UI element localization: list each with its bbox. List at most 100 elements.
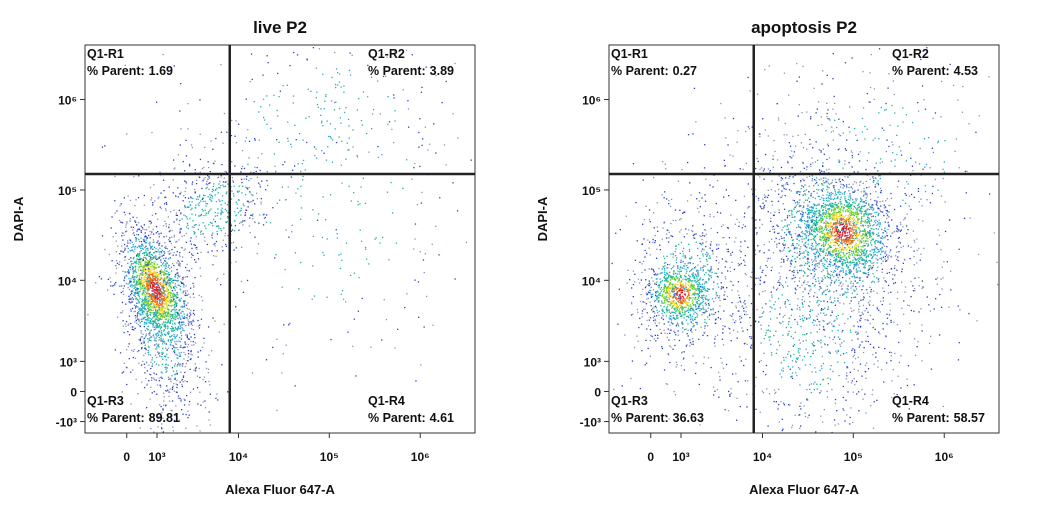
event-dot bbox=[668, 292, 670, 295]
event-dot bbox=[653, 300, 656, 303]
event-dot bbox=[613, 388, 615, 391]
event-dot bbox=[171, 386, 174, 389]
event-dot bbox=[177, 274, 179, 276]
event-dot bbox=[182, 329, 184, 331]
event-dot bbox=[144, 279, 146, 281]
event-dot bbox=[668, 339, 670, 341]
event-dot bbox=[165, 208, 167, 210]
event-dot bbox=[176, 354, 178, 356]
event-dot bbox=[371, 128, 373, 130]
event-dot bbox=[357, 200, 359, 203]
event-dot bbox=[248, 140, 251, 142]
event-dot bbox=[149, 373, 151, 375]
event-dot bbox=[165, 270, 167, 272]
event-dot bbox=[149, 266, 152, 268]
event-dot bbox=[414, 162, 416, 165]
event-dot bbox=[900, 229, 902, 231]
event-dot bbox=[119, 261, 121, 263]
event-dot bbox=[688, 298, 691, 300]
event-dot bbox=[670, 295, 672, 297]
event-dot bbox=[682, 283, 684, 286]
event-dot bbox=[147, 302, 149, 304]
event-dot bbox=[630, 377, 632, 380]
event-dot bbox=[356, 154, 358, 157]
event-dot bbox=[648, 247, 650, 249]
event-dot bbox=[186, 346, 189, 348]
y-tick-label: 10⁶ bbox=[58, 93, 77, 107]
event-dot bbox=[292, 95, 295, 97]
event-dot bbox=[158, 233, 160, 235]
event-dot bbox=[682, 323, 684, 325]
event-dot bbox=[153, 316, 155, 318]
event-dot bbox=[220, 64, 222, 66]
event-dot bbox=[150, 336, 152, 338]
event-dot bbox=[163, 307, 165, 309]
event-dot bbox=[133, 176, 135, 178]
event-dot bbox=[334, 51, 336, 54]
event-dot bbox=[192, 312, 195, 314]
event-dot bbox=[145, 239, 147, 241]
y-tick-label: 10⁵ bbox=[58, 184, 77, 198]
event-dot bbox=[151, 273, 153, 275]
event-dot bbox=[132, 290, 134, 292]
event-dot bbox=[841, 213, 843, 215]
event-dot bbox=[156, 275, 159, 277]
event-dot bbox=[174, 273, 177, 276]
event-dot bbox=[654, 322, 656, 324]
event-dot bbox=[678, 312, 680, 314]
event-dot bbox=[849, 199, 851, 201]
event-dot bbox=[679, 289, 682, 291]
event-dot bbox=[159, 324, 161, 326]
event-dot bbox=[195, 204, 197, 206]
event-dot bbox=[125, 231, 127, 233]
event-dot bbox=[144, 291, 147, 293]
event-dot bbox=[222, 250, 224, 252]
event-dot bbox=[640, 279, 642, 281]
event-dot bbox=[158, 276, 160, 278]
event-dot bbox=[685, 319, 688, 321]
event-dot bbox=[149, 243, 151, 245]
event-dot bbox=[205, 205, 207, 207]
event-dot bbox=[688, 290, 690, 292]
event-dot bbox=[172, 430, 174, 432]
event-dot bbox=[207, 178, 209, 180]
event-dot bbox=[163, 272, 165, 274]
event-dot bbox=[159, 272, 161, 274]
event-dot bbox=[166, 370, 168, 372]
event-dot bbox=[672, 286, 674, 289]
event-dot bbox=[186, 218, 189, 220]
event-dot bbox=[848, 213, 850, 216]
event-dot bbox=[390, 181, 392, 184]
event-dot bbox=[333, 109, 336, 111]
event-dot bbox=[840, 281, 842, 283]
event-dot bbox=[680, 241, 683, 244]
event-dot bbox=[163, 287, 165, 289]
event-dot bbox=[294, 124, 296, 126]
event-dot bbox=[191, 146, 193, 149]
event-dot bbox=[733, 268, 736, 270]
event-dot bbox=[683, 317, 685, 319]
event-dot bbox=[174, 289, 176, 291]
event-dot bbox=[179, 354, 181, 356]
event-dot bbox=[210, 194, 212, 196]
event-dot bbox=[156, 323, 158, 326]
flow-plot: apoptosis P20 10³ 10⁴ 10⁵ 10⁶-10³010³10⁴10⁵1… bbox=[535, 18, 1000, 497]
event-dot bbox=[108, 253, 110, 256]
event-dot bbox=[131, 260, 133, 263]
event-dot bbox=[152, 239, 154, 241]
event-dot bbox=[254, 166, 256, 168]
event-dot bbox=[138, 276, 141, 278]
event-dot bbox=[148, 287, 150, 290]
event-dot bbox=[163, 341, 165, 343]
event-dot bbox=[173, 349, 176, 351]
event-dot bbox=[249, 80, 251, 83]
event-dot bbox=[854, 207, 857, 209]
event-dot bbox=[715, 291, 717, 294]
event-dot bbox=[180, 83, 182, 85]
event-dot bbox=[152, 324, 155, 326]
event-dot bbox=[156, 263, 158, 266]
event-dot bbox=[673, 289, 675, 291]
event-dot bbox=[241, 185, 244, 187]
event-dot bbox=[129, 302, 131, 304]
event-dot bbox=[156, 294, 159, 296]
